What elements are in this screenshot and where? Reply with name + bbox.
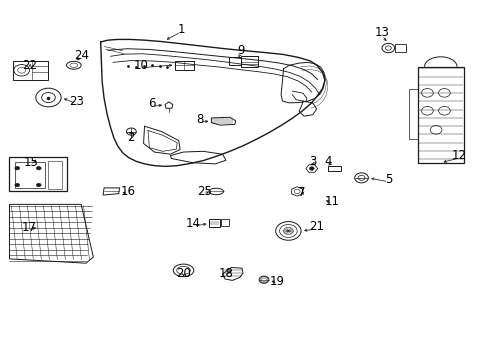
Circle shape — [309, 167, 314, 170]
Text: 10: 10 — [133, 59, 148, 72]
Text: 5: 5 — [384, 173, 391, 186]
Bar — [13, 61, 48, 80]
Bar — [175, 60, 193, 69]
Text: 17: 17 — [21, 221, 37, 234]
Text: 23: 23 — [69, 95, 83, 108]
Text: 6: 6 — [148, 98, 155, 111]
Text: 7: 7 — [298, 186, 305, 199]
Text: 1: 1 — [177, 23, 184, 36]
Bar — [394, 44, 405, 51]
Text: 8: 8 — [196, 113, 203, 126]
Text: 2: 2 — [127, 131, 135, 144]
Text: 3: 3 — [308, 155, 316, 168]
Text: 12: 12 — [450, 149, 466, 162]
Bar — [228, 57, 241, 65]
Text: 9: 9 — [236, 44, 244, 57]
Bar — [209, 220, 220, 227]
Text: 19: 19 — [269, 275, 285, 288]
Text: 25: 25 — [197, 185, 211, 198]
Text: 22: 22 — [22, 59, 38, 72]
Circle shape — [36, 166, 41, 170]
Bar — [328, 166, 340, 171]
Bar — [221, 220, 228, 226]
Text: 4: 4 — [324, 155, 331, 168]
Bar — [417, 67, 463, 163]
Text: 16: 16 — [121, 185, 136, 198]
Text: 20: 20 — [176, 267, 191, 280]
Circle shape — [15, 183, 20, 187]
Circle shape — [36, 183, 41, 187]
Circle shape — [15, 166, 20, 170]
Text: 21: 21 — [308, 220, 324, 233]
Text: 11: 11 — [324, 195, 339, 208]
Text: 18: 18 — [218, 267, 233, 280]
Text: 24: 24 — [74, 49, 88, 62]
Text: 13: 13 — [374, 27, 388, 40]
Bar — [47, 161, 62, 189]
Bar — [241, 56, 258, 67]
Bar — [408, 89, 417, 139]
Bar — [15, 162, 44, 188]
Text: 15: 15 — [23, 156, 38, 169]
Bar — [9, 157, 67, 192]
Text: 14: 14 — [185, 217, 201, 230]
